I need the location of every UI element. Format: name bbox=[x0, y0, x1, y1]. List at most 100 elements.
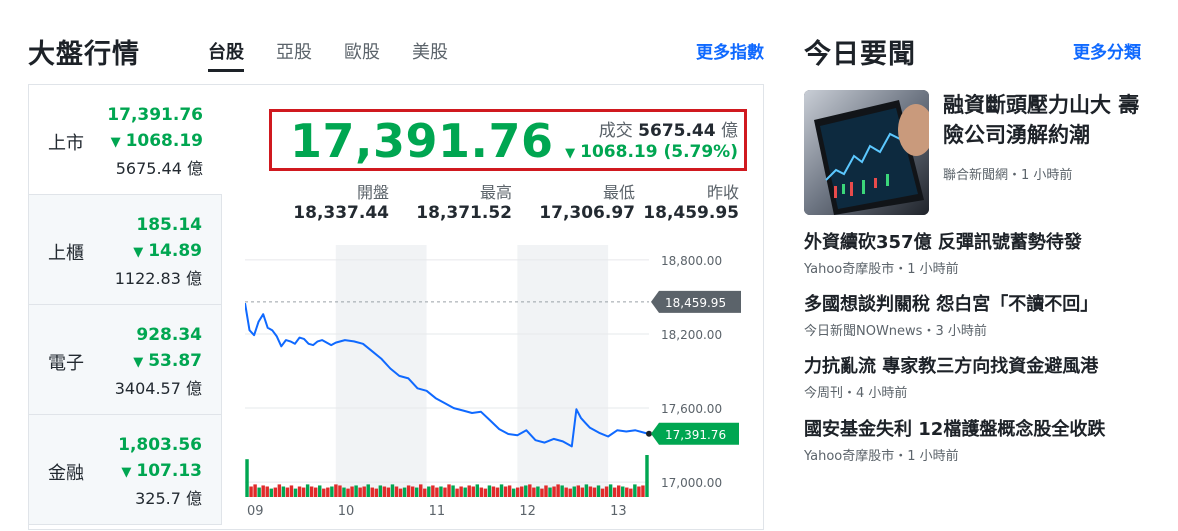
stat-value: 18,371.52 bbox=[416, 203, 512, 223]
volume-bar bbox=[576, 485, 581, 497]
volume-bar bbox=[645, 455, 649, 497]
intraday-chart[interactable]: 18,800.00 18,200.00 17,600.00 17,000.00 18,4… bbox=[245, 245, 745, 530]
volume-bar bbox=[495, 487, 500, 497]
volume-bar bbox=[378, 485, 383, 497]
tab-tw[interactable]: 台股 bbox=[208, 36, 244, 72]
index-price: 928.34 bbox=[136, 325, 202, 345]
volume-bar bbox=[475, 484, 480, 497]
volume-bar bbox=[269, 488, 273, 497]
index-list: 上市 17,391.76 ▼ 1068.19 5675.44 億 上櫃 185.1… bbox=[29, 85, 222, 531]
volume-bar bbox=[362, 486, 366, 497]
news-title: 今日要聞 bbox=[804, 39, 916, 70]
more-indices-link[interactable]: 更多指數 bbox=[696, 43, 764, 63]
volume-bar bbox=[499, 484, 504, 497]
index-item-listed[interactable]: 上市 17,391.76 ▼ 1068.19 5675.44 億 bbox=[29, 85, 222, 195]
volume-bar bbox=[402, 487, 407, 497]
volume-bar bbox=[431, 485, 435, 497]
news-section: 今日要聞 更多分類 融資斷頭壓力山大 壽險公司湧 bbox=[804, 0, 1178, 531]
chart-svg: 18,800.00 18,200.00 17,600.00 17,000.00 18,4… bbox=[245, 245, 741, 519]
y-tick-label: 18,800.00 bbox=[661, 254, 722, 268]
volume-bar bbox=[524, 485, 528, 497]
index-name: 上櫃 bbox=[48, 243, 84, 264]
volume-bar bbox=[641, 485, 645, 497]
volume-bar bbox=[572, 486, 576, 497]
volume-bar bbox=[612, 487, 617, 497]
volume-bar bbox=[285, 487, 290, 497]
index-item-electronics[interactable]: 電子 928.34 ▼ 53.87 3404.57 億 bbox=[29, 305, 222, 415]
down-arrow-icon: ▼ bbox=[121, 465, 132, 480]
volume-bar bbox=[370, 487, 374, 497]
volume-bar bbox=[358, 487, 362, 497]
index-item-otc[interactable]: 上櫃 185.14 ▼ 14.89 1122.83 億 bbox=[29, 195, 222, 305]
meta-separator: ・ bbox=[1008, 168, 1022, 183]
volume-bar bbox=[592, 487, 597, 497]
last-point-marker bbox=[646, 430, 652, 437]
volume-bar bbox=[479, 487, 484, 497]
volume-bar bbox=[322, 488, 326, 497]
meta-separator: ・ bbox=[894, 449, 908, 464]
meta-separator: ・ bbox=[843, 386, 857, 401]
volume-bar bbox=[532, 487, 536, 497]
volume-bar bbox=[398, 488, 403, 497]
index-change: ▼ 1068.19 bbox=[111, 131, 203, 151]
x-tick-label: 13 bbox=[610, 504, 627, 519]
volume-bar bbox=[608, 484, 613, 497]
volume-bar bbox=[281, 486, 286, 497]
down-arrow-icon: ▼ bbox=[110, 135, 121, 150]
tab-europe[interactable]: 歐股 bbox=[344, 42, 380, 63]
index-name: 上市 bbox=[48, 133, 84, 154]
index-item-finance[interactable]: 金融 1,803.56 ▼ 107.13 325.7 億 bbox=[29, 415, 222, 525]
news-source: 今周刊 bbox=[804, 386, 844, 401]
news-item[interactable]: 國安基金失利 12檔護盤概念股全收跌 Yahoo奇摩股市・1 小時前 bbox=[804, 415, 1174, 464]
volume-bar bbox=[414, 487, 419, 497]
stats-row: 開盤 18,337.44 最高 18,371.52 最低 17,306.97 昨… bbox=[269, 179, 739, 225]
volume-bar bbox=[406, 485, 411, 497]
x-tick-label: 11 bbox=[429, 504, 446, 519]
index-change-value: 107.13 bbox=[136, 461, 202, 481]
news-item[interactable]: 力抗亂流 專家教三方向找資金避風港 今周刊・4 小時前 bbox=[804, 352, 1174, 401]
volume-bar bbox=[253, 484, 257, 497]
feature-meta: 聯合新聞網・1 小時前 bbox=[943, 164, 1072, 183]
more-categories-link[interactable]: 更多分類 bbox=[1073, 43, 1141, 63]
index-change: ▼ 53.87 bbox=[133, 351, 202, 371]
volume-bar bbox=[245, 459, 249, 497]
news-source: Yahoo奇摩股市 bbox=[804, 262, 895, 277]
volume-bar bbox=[277, 484, 282, 497]
news-item[interactable]: 外資續砍357億 反彈訊號蓄勢待發 Yahoo奇摩股市・1 小時前 bbox=[804, 228, 1174, 277]
news-time: 4 小時前 bbox=[856, 386, 908, 401]
tab-us[interactable]: 美股 bbox=[412, 42, 448, 63]
news-item[interactable]: 多國想談判關稅 怨白宮「不讀不回」 今日新聞NOWnews・3 小時前 bbox=[804, 290, 1174, 339]
stat-value: 18,337.44 bbox=[293, 203, 389, 223]
news-headline: 多國想談判關稅 怨白宮「不讀不回」 bbox=[804, 294, 1099, 315]
market-panel: 上市 17,391.76 ▼ 1068.19 5675.44 億 上櫃 185.1… bbox=[28, 84, 764, 530]
index-change: ▼ 107.13 bbox=[121, 461, 202, 481]
volume-unit: 億 bbox=[721, 121, 738, 141]
news-meta: 今日新聞NOWnews・3 小時前 bbox=[804, 320, 1174, 339]
tab-asia[interactable]: 亞股 bbox=[276, 42, 312, 63]
volume-bar bbox=[394, 486, 399, 497]
stat-label: 最高 bbox=[479, 183, 512, 202]
price-line bbox=[245, 302, 650, 448]
news-source: Yahoo奇摩股市 bbox=[804, 449, 895, 464]
volume-bar bbox=[471, 486, 475, 497]
y-tick-label: 18,200.00 bbox=[661, 328, 722, 342]
index-name: 金融 bbox=[48, 463, 84, 484]
meta-separator: ・ bbox=[894, 262, 908, 277]
change-value: 1068.19 (5.79%) bbox=[580, 142, 738, 162]
volume-bar bbox=[503, 486, 508, 497]
prev-close-label: 18,459.95 bbox=[665, 296, 726, 310]
volume-bar bbox=[439, 486, 443, 497]
volume-bar bbox=[334, 484, 338, 497]
volume-bar bbox=[625, 487, 629, 497]
volume-bar bbox=[637, 486, 641, 497]
feature-news[interactable]: 融資斷頭壓力山大 壽險公司湧解約潮 聯合新聞網・1 小時前 bbox=[804, 90, 1164, 215]
volume-bar bbox=[301, 487, 306, 497]
volume-label: 成交 bbox=[598, 121, 633, 141]
volume-bar bbox=[515, 487, 520, 497]
volume-bar bbox=[548, 487, 552, 497]
volume-bar bbox=[330, 486, 334, 497]
volume-bar bbox=[293, 488, 298, 497]
volume-bar bbox=[309, 486, 314, 497]
volume-bar bbox=[342, 487, 346, 497]
news-source: 今日新聞NOWnews bbox=[804, 324, 923, 339]
